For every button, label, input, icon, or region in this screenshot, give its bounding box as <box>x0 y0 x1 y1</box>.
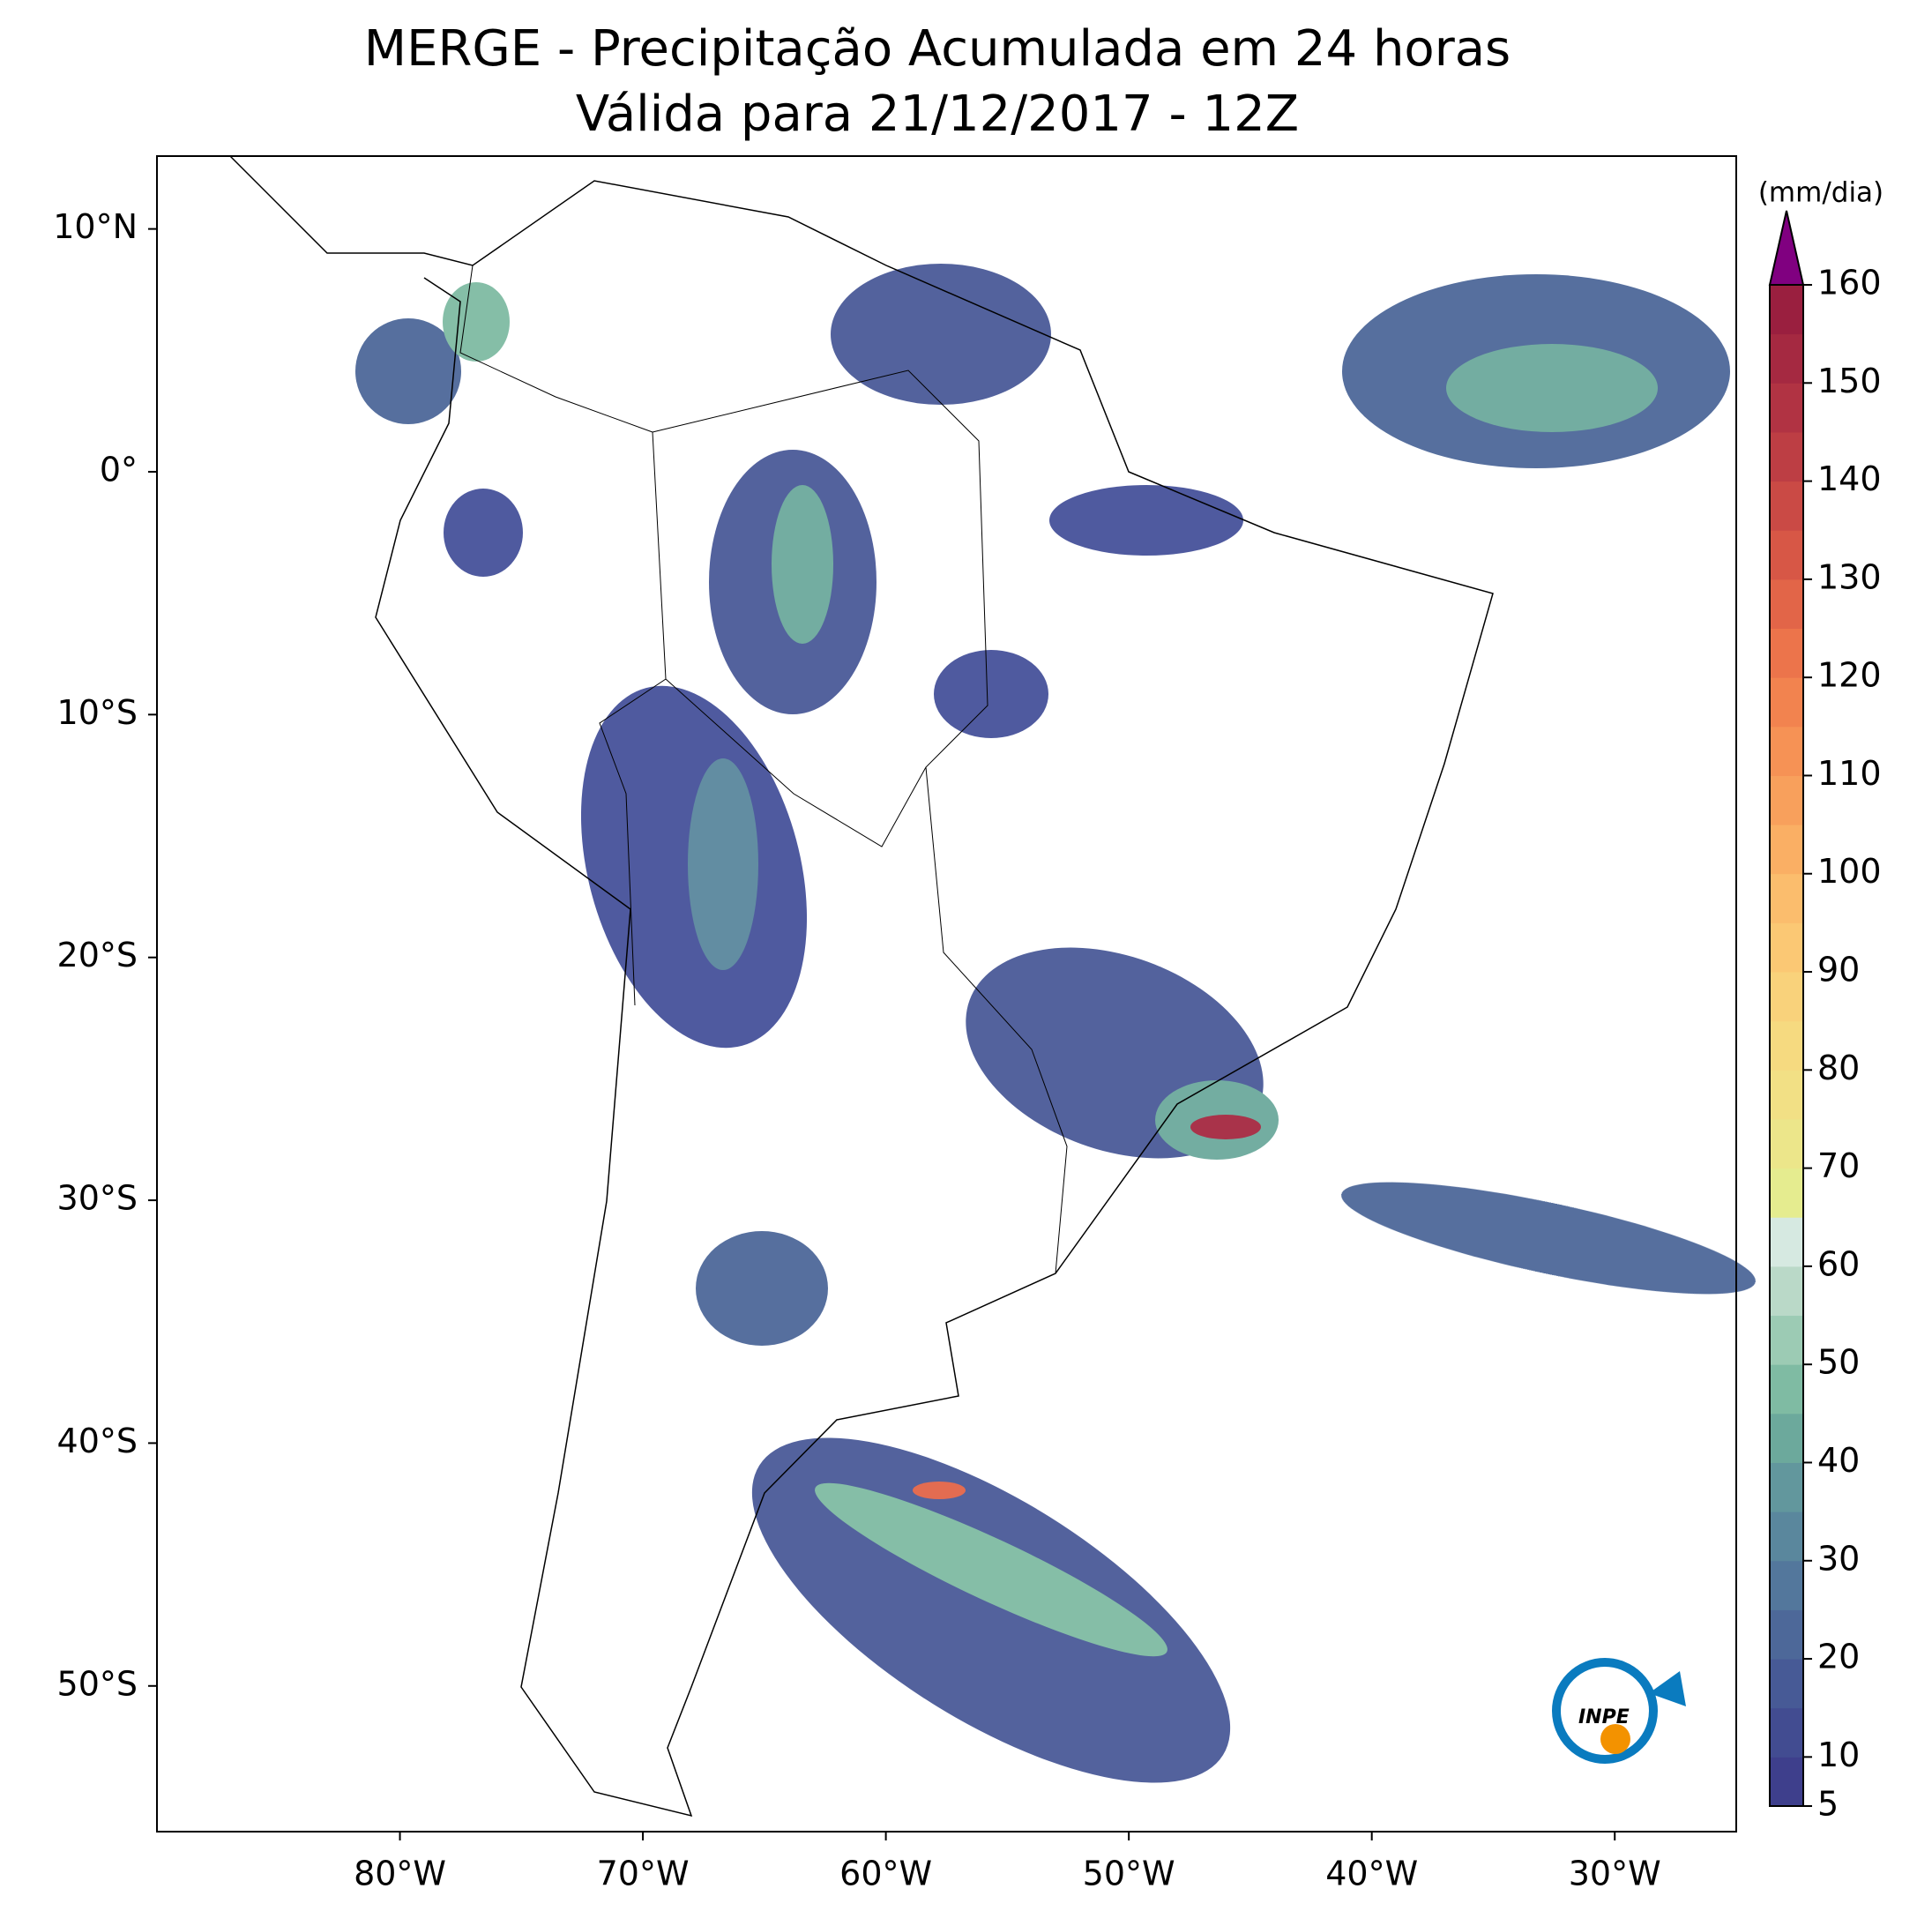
colorbar-band <box>1770 825 1803 875</box>
colorbar-band <box>1770 1560 1803 1610</box>
colorbar-extend <box>1768 210 1805 286</box>
country-borders <box>459 265 1068 1274</box>
colorbar-band <box>1770 285 1803 335</box>
colorbar-band <box>1770 1659 1803 1709</box>
colorbar-tick-label: 100 <box>1817 852 1882 891</box>
title-line: Válida para 21/12/2017 - 12Z <box>576 86 1299 143</box>
coastline <box>229 155 1494 1818</box>
y-tick-label: 10°S <box>57 693 138 732</box>
colorbar-tick-label: 5 <box>1817 1785 1839 1824</box>
colorbar-tick-label: 110 <box>1817 754 1882 793</box>
x-tick-label: 30°W <box>1569 1855 1661 1893</box>
x-tick-label: 50°W <box>1083 1855 1175 1893</box>
colorbar-band <box>1770 579 1803 630</box>
inpe-logo: INPE <box>1552 1658 1686 1764</box>
y-tick-label: 40°S <box>57 1422 138 1460</box>
colorbar-tick-label: 20 <box>1817 1638 1860 1676</box>
colorbar-band <box>1770 922 1803 973</box>
colorbar-band <box>1770 1118 1803 1169</box>
colorbar-band <box>1770 481 1803 531</box>
colorbar-tick-label: 160 <box>1817 264 1882 302</box>
colorbar-band <box>1770 1070 1803 1120</box>
y-tick-label: 10°N <box>53 207 138 246</box>
colorbar-band <box>1770 530 1803 580</box>
y-tick-label: 0° <box>100 450 138 489</box>
colorbar-band <box>1770 431 1803 482</box>
colorbar-band <box>1770 1707 1803 1758</box>
logo-text: INPE <box>1578 1706 1630 1728</box>
colorbar-band <box>1770 1020 1803 1071</box>
colorbar-tick-label: 50 <box>1817 1343 1860 1382</box>
colorbar-band <box>1770 972 1803 1022</box>
colorbar-tick-label: 140 <box>1817 459 1882 498</box>
x-tick-label: 80°W <box>354 1855 446 1893</box>
colorbar-band <box>1770 383 1803 433</box>
colorbar-band <box>1770 1413 1803 1463</box>
colorbar-band <box>1770 726 1803 776</box>
colorbar-band <box>1770 1462 1803 1512</box>
colorbar-band <box>1770 1512 1803 1562</box>
colorbar-band <box>1770 677 1803 728</box>
colorbar-band <box>1770 628 1803 678</box>
colorbar-band <box>1770 1168 1803 1218</box>
colorbar-tick-label: 120 <box>1817 656 1882 695</box>
colorbar-band <box>1770 333 1803 384</box>
title-line: MERGE - Precipitação Acumulada em 24 hor… <box>364 20 1511 78</box>
y-tick-label: 50°S <box>57 1664 138 1703</box>
colorbar-band <box>1770 873 1803 923</box>
x-tick-label: 60°W <box>839 1855 932 1893</box>
colorbar-tick-label: 80 <box>1817 1049 1860 1087</box>
colorbar-band <box>1770 1757 1803 1807</box>
colorbar-band <box>1770 1265 1803 1317</box>
colorbar-frame <box>1769 284 1804 1807</box>
y-tick-label: 30°S <box>57 1179 138 1218</box>
map-frame <box>156 155 1737 1833</box>
colorbar-tick-label: 70 <box>1817 1146 1860 1185</box>
colorbar-tick-label: 60 <box>1817 1244 1860 1283</box>
x-tick-label: 40°W <box>1325 1855 1418 1893</box>
x-tick-label: 70°W <box>597 1855 690 1893</box>
colorbar-tick-label: 10 <box>1817 1736 1860 1774</box>
colorbar-tick-label: 130 <box>1817 557 1882 596</box>
colorbar-band <box>1770 1217 1803 1267</box>
colorbar-tick-label: 40 <box>1817 1441 1860 1480</box>
colorbar-tick-label: 150 <box>1817 362 1882 400</box>
colorbar-band <box>1770 1364 1803 1415</box>
y-tick-label: 20°S <box>57 936 138 974</box>
precipitation-field <box>355 264 1756 1783</box>
colorbar-band <box>1770 775 1803 825</box>
colorbar-band <box>1770 1315 1803 1365</box>
colorbar-tick-label: 90 <box>1817 951 1860 989</box>
colorbar-label: (mm/dia) <box>1758 177 1884 209</box>
colorbar-band <box>1770 1609 1803 1660</box>
colorbar-tick-label: 30 <box>1817 1539 1860 1578</box>
